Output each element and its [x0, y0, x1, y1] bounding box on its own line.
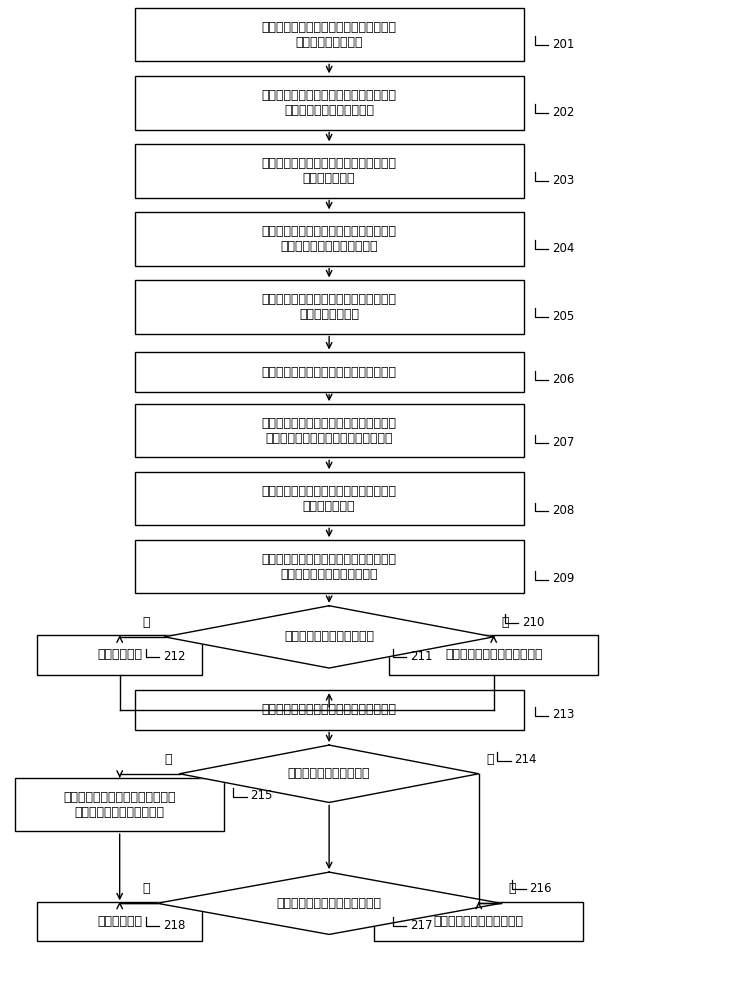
FancyBboxPatch shape — [37, 635, 202, 675]
FancyBboxPatch shape — [135, 212, 524, 266]
FancyBboxPatch shape — [135, 8, 524, 61]
Text: 执行其他操作: 执行其他操作 — [97, 915, 142, 928]
Text: 记录当前的第一时刻作为停车起始时刻，
为目标车辆分配目标提取码: 记录当前的第一时刻作为停车起始时刻， 为目标车辆分配目标提取码 — [262, 89, 396, 117]
Text: 当获取到目标提取码的输入信息时，记录
当前的第二时刻: 当获取到目标提取码的输入信息时，记录 当前的第二时刻 — [262, 485, 396, 513]
Text: 判断取车时长是否超过预设时长: 判断取车时长是否超过预设时长 — [277, 897, 381, 910]
Text: 208: 208 — [552, 504, 574, 517]
Text: 判定目标车辆存在取车行为异常，
并对目标车辆进行相应处置: 判定目标车辆存在取车行为异常， 并对目标车辆进行相应处置 — [64, 791, 176, 819]
FancyBboxPatch shape — [374, 902, 583, 941]
Text: 206: 206 — [552, 373, 574, 386]
FancyBboxPatch shape — [389, 635, 598, 675]
Text: 根据第一时刻和第二时刻计算目标停车费
用并向第一终端发送缴费页面: 根据第一时刻和第二时刻计算目标停车费 用并向第一终端发送缴费页面 — [262, 553, 396, 581]
Text: 207: 207 — [552, 436, 574, 449]
Text: 否: 否 — [142, 882, 150, 895]
FancyBboxPatch shape — [135, 404, 524, 457]
Text: 当检测到目标车辆停入目标车位时，获取
目标车辆的车牌信息: 当检测到目标车辆停入目标车位时，获取 目标车辆的车牌信息 — [262, 21, 396, 49]
Text: 是: 是 — [142, 616, 150, 629]
FancyBboxPatch shape — [135, 690, 524, 730]
Text: 判断目标车辆是否完成缴费: 判断目标车辆是否完成缴费 — [284, 630, 374, 643]
FancyBboxPatch shape — [135, 352, 524, 392]
Text: 210: 210 — [522, 616, 545, 629]
Text: 提醒目标车辆的车主完成缴费: 提醒目标车辆的车主完成缴费 — [445, 648, 542, 661]
FancyBboxPatch shape — [37, 902, 202, 941]
Text: 204: 204 — [552, 242, 574, 255]
Polygon shape — [157, 872, 501, 934]
Polygon shape — [180, 745, 479, 802]
Text: 是: 是 — [486, 753, 494, 766]
Text: 是: 是 — [509, 882, 516, 895]
Text: 当前时刻到达提醒时刻或停车时长达到目
标停车时长时向第一终端发送提醒消息: 当前时刻到达提醒时刻或停车时长达到目 标停车时长时向第一终端发送提醒消息 — [262, 417, 396, 445]
FancyBboxPatch shape — [135, 76, 524, 130]
Text: 214: 214 — [515, 753, 537, 766]
Polygon shape — [165, 606, 494, 668]
FancyBboxPatch shape — [135, 280, 524, 334]
FancyBboxPatch shape — [135, 472, 524, 525]
Text: 216: 216 — [530, 882, 552, 895]
Text: 否: 否 — [501, 616, 509, 629]
Text: 218: 218 — [163, 919, 186, 932]
FancyBboxPatch shape — [15, 778, 224, 831]
Text: 否: 否 — [165, 753, 172, 766]
Text: 217: 217 — [410, 919, 432, 932]
Text: 当接收到访问请求时，向第一终端发送目
标车辆的停车信息: 当接收到访问请求时，向第一终端发送目 标车辆的停车信息 — [262, 293, 396, 321]
Text: 接收到第一终端发送的停车时长提醒请求: 接收到第一终端发送的停车时长提醒请求 — [262, 366, 396, 379]
Text: 执行其他操作: 执行其他操作 — [97, 648, 142, 661]
Text: 215: 215 — [251, 789, 273, 802]
Text: 将目标车辆的停车信息作为网络资源存储
在目标网络地址: 将目标车辆的停车信息作为网络资源存储 在目标网络地址 — [262, 157, 396, 185]
Text: 205: 205 — [552, 310, 574, 323]
Text: 确定目标车辆车牌信息对应的目标提取码: 确定目标车辆车牌信息对应的目标提取码 — [262, 703, 396, 716]
Text: 判断是否输入目标提取码: 判断是否输入目标提取码 — [288, 767, 370, 780]
Text: 209: 209 — [552, 572, 574, 585]
Text: 203: 203 — [552, 174, 574, 187]
Text: 判定目标车辆取车时长异常: 判定目标车辆取车时长异常 — [434, 915, 524, 928]
FancyBboxPatch shape — [135, 540, 524, 593]
Text: 202: 202 — [552, 106, 574, 119]
Text: 211: 211 — [410, 650, 432, 663]
FancyBboxPatch shape — [135, 144, 524, 198]
Text: 为目标网络地址生产目标二维码信息，并
通过提取码管理装置进行显示: 为目标网络地址生产目标二维码信息，并 通过提取码管理装置进行显示 — [262, 225, 396, 253]
Text: 201: 201 — [552, 38, 574, 51]
Text: 212: 212 — [163, 650, 186, 663]
Text: 213: 213 — [552, 708, 574, 721]
